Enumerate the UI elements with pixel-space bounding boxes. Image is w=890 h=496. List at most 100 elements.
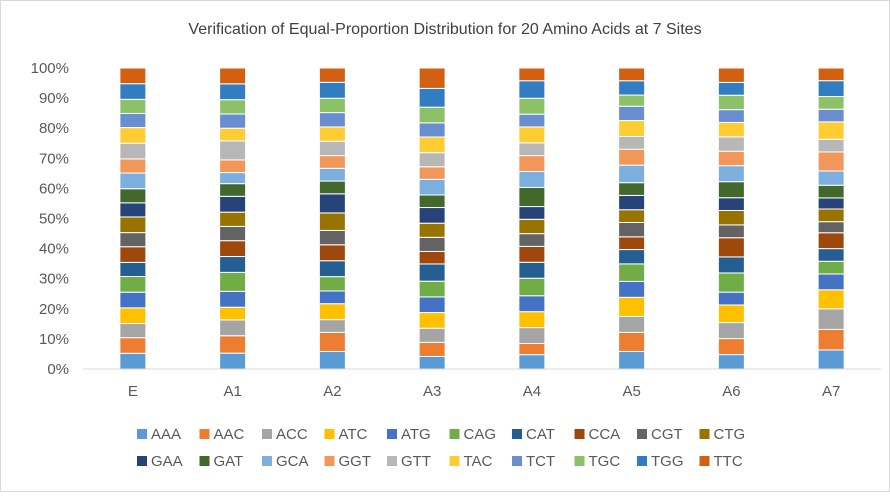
bar-segment-cag-a3 (418, 280, 446, 298)
bar-segment-ttc-e (119, 67, 147, 85)
bar-segment-cat-a3 (418, 263, 446, 282)
bar-segment-tct-a3 (418, 122, 446, 138)
legend-item-tac: TAC (449, 453, 493, 470)
legend-label: GAA (151, 453, 183, 470)
legend-label: ATG (401, 426, 431, 443)
legend-swatch (699, 429, 710, 439)
legend-label: ATC (339, 426, 368, 443)
bar-stack-a4 (518, 67, 546, 370)
bar-segment-ttc-a7 (817, 67, 845, 82)
bar-segment-cag-a6 (717, 272, 745, 293)
legend-label: CGT (651, 426, 683, 443)
bar-segment-cgt-a1 (219, 225, 247, 242)
bar-segment-cat-a4 (518, 261, 546, 279)
bar-segment-gca-a4 (518, 171, 546, 188)
legend-item-atg: ATG (387, 426, 431, 443)
bars (119, 67, 845, 370)
bar-segment-cca-a2 (318, 244, 346, 262)
legend-swatch (137, 456, 147, 466)
legend-swatch (574, 429, 585, 439)
bar-segment-gca-a5 (618, 164, 646, 184)
bar-segment-tgg-a1 (219, 83, 247, 101)
bar-segment-cca-a7 (817, 232, 845, 250)
bar-segment-cag-a5 (618, 263, 646, 282)
legend: AAA AAC ACC ATC ATG CAG CAT CCA CGT CTG GAA GAT GCA G… (137, 426, 745, 470)
bar-segment-cat-a7 (817, 248, 845, 262)
bar-segment-cca-a4 (518, 245, 546, 263)
bar-segment-ttc-a4 (518, 67, 546, 82)
legend-label: AAC (214, 426, 245, 443)
bar-segment-tgc-a5 (618, 94, 646, 107)
bar-segment-ggt-a4 (518, 155, 546, 173)
bar-segment-aaa-e (119, 352, 147, 370)
bar-segment-cca-a6 (717, 237, 745, 258)
bar-segment-gtt-a2 (318, 140, 346, 157)
bar-segment-gca-a3 (418, 178, 446, 196)
bar-segment-tct-a6 (717, 109, 745, 123)
legend-label: CAT (526, 426, 555, 443)
x-tick-label: A1 (223, 383, 241, 400)
bar-segment-tac-a7 (817, 121, 845, 140)
y-tick-label: 100% (31, 60, 69, 77)
bar-segment-gtt-a1 (219, 140, 247, 161)
legend-item-atc: ATC (324, 426, 368, 443)
bar-segment-cag-a7 (817, 260, 845, 275)
legend-item-ctg: CTG (699, 426, 745, 443)
bar-stack-a5 (618, 67, 646, 370)
bar-segment-tac-a6 (717, 121, 745, 138)
bar-stack-a7 (817, 67, 845, 370)
bar-segment-gat-a2 (318, 180, 346, 195)
bar-segment-cca-a5 (618, 236, 646, 251)
bar-segment-ggt-a1 (219, 159, 247, 174)
bar-segment-tgc-a7 (817, 96, 845, 110)
legend-swatch (199, 456, 210, 466)
bar-segment-gtt-a4 (518, 142, 546, 157)
bar-segment-cag-e (119, 276, 147, 293)
legend-swatch (637, 456, 647, 466)
bar-segment-gtt-a6 (717, 136, 745, 152)
bar-segment-ttc-a3 (418, 67, 446, 89)
bar-segment-gat-a1 (219, 183, 247, 197)
bar-segment-ttc-a6 (717, 67, 745, 83)
bar-stack-a1 (219, 67, 247, 370)
bar-segment-ttc-a1 (219, 67, 247, 85)
bar-segment-ggt-a7 (817, 151, 845, 172)
bar-segment-acc-a1 (219, 319, 247, 337)
bar-segment-gat-e (119, 188, 147, 204)
bar-segment-tgg-a6 (717, 81, 745, 96)
bar-segment-gaa-e (119, 202, 147, 218)
y-tick-label: 10% (39, 331, 69, 348)
legend-item-aaa: AAA (137, 426, 181, 443)
bar-segment-tct-a7 (817, 108, 845, 123)
chart-title: Verification of Equal-Proportion Distrib… (188, 21, 701, 38)
legend-item-gat: GAT (199, 453, 243, 470)
bar-segment-tct-a4 (518, 113, 546, 128)
bar-segment-gca-a2 (318, 167, 346, 182)
bar-segment-aaa-a4 (518, 354, 546, 370)
bar-segment-atc-a4 (518, 311, 546, 329)
legend-swatch (324, 429, 335, 439)
bar-segment-tgg-a5 (618, 80, 646, 96)
bar-segment-ggt-a2 (318, 155, 346, 169)
bar-segment-ttc-a5 (618, 67, 646, 82)
legend-swatch (387, 456, 397, 466)
bar-stack-a2 (318, 67, 346, 370)
bar-segment-gaa-a7 (817, 197, 845, 210)
bar-segment-ctg-a7 (817, 208, 845, 223)
bar-segment-acc-e (119, 323, 147, 339)
bar-segment-gtt-a7 (817, 138, 845, 153)
x-tick-label: A2 (323, 383, 341, 400)
legend-item-ttc: TTC (699, 453, 743, 470)
bar-segment-acc-a4 (518, 327, 546, 345)
bar-segment-acc-a6 (717, 322, 745, 340)
legend-swatch (137, 429, 147, 439)
bar-segment-gtt-e (119, 142, 147, 160)
bar-segment-aac-a1 (219, 335, 247, 354)
legend-label: TCT (526, 453, 555, 470)
y-tick-label: 80% (39, 120, 69, 137)
bar-segment-aac-a3 (418, 341, 446, 357)
bar-segment-aaa-a2 (318, 350, 346, 370)
x-tick-label: A3 (423, 383, 441, 400)
bar-segment-cgt-a2 (318, 229, 346, 246)
bar-segment-cat-a1 (219, 256, 247, 273)
